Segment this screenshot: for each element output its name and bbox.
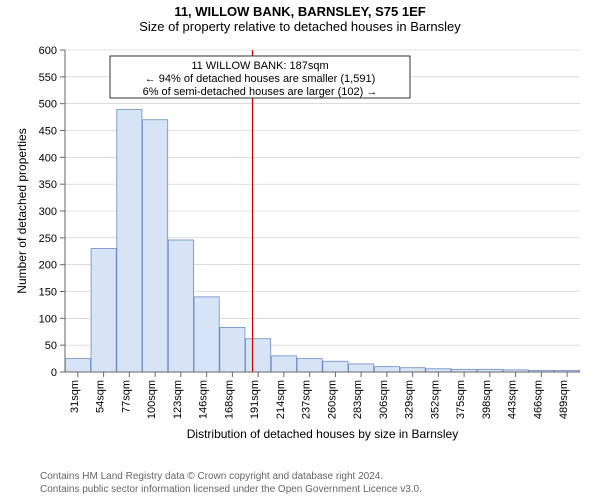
chart-title: Size of property relative to detached ho…: [0, 19, 600, 34]
svg-text:Number of detached properties: Number of detached properties: [15, 128, 29, 293]
svg-text:100: 100: [39, 313, 57, 325]
svg-text:352sqm: 352sqm: [429, 380, 441, 419]
svg-text:443sqm: 443sqm: [507, 380, 519, 419]
svg-text:489sqm: 489sqm: [558, 380, 570, 419]
svg-text:191sqm: 191sqm: [249, 380, 261, 419]
svg-text:100sqm: 100sqm: [146, 380, 158, 419]
svg-text:283sqm: 283sqm: [352, 380, 364, 419]
svg-text:6% of semi-detached houses are: 6% of semi-detached houses are larger (1…: [143, 86, 378, 98]
svg-text:500: 500: [39, 99, 57, 111]
svg-text:31sqm: 31sqm: [69, 380, 81, 413]
svg-text:550: 550: [39, 72, 57, 84]
footer-line-1: Contains HM Land Registry data © Crown c…: [40, 470, 422, 483]
svg-text:146sqm: 146sqm: [198, 380, 210, 419]
svg-text:400: 400: [39, 152, 57, 164]
svg-text:450: 450: [39, 126, 57, 138]
svg-text:168sqm: 168sqm: [223, 380, 235, 419]
chart-svg: 0 50 100 150 200 250 300 350 400 450 500 550 600 31sq…: [10, 44, 590, 444]
svg-text:398sqm: 398sqm: [481, 380, 493, 419]
svg-text:300: 300: [39, 206, 57, 218]
address-title: 11, WILLOW BANK, BARNSLEY, S75 1EF: [0, 4, 600, 19]
svg-text:375sqm: 375sqm: [455, 380, 467, 419]
svg-text:600: 600: [39, 45, 57, 57]
histogram-chart: 0 50 100 150 200 250 300 350 400 450 500 550 600 31sq…: [10, 44, 590, 444]
svg-text:50: 50: [45, 340, 57, 352]
copyright-footer: Contains HM Land Registry data © Crown c…: [40, 470, 422, 496]
svg-text:260sqm: 260sqm: [326, 380, 338, 419]
svg-text:200: 200: [39, 260, 57, 272]
svg-text:11 WILLOW BANK: 187sqm: 11 WILLOW BANK: 187sqm: [191, 60, 328, 72]
svg-text:466sqm: 466sqm: [532, 380, 544, 419]
svg-text:← 94% of detached houses are s: ← 94% of detached houses are smaller (1,…: [145, 73, 376, 85]
svg-text:306sqm: 306sqm: [378, 380, 390, 419]
svg-text:0: 0: [51, 367, 57, 379]
svg-text:54sqm: 54sqm: [95, 380, 107, 413]
svg-text:214sqm: 214sqm: [275, 380, 287, 419]
svg-text:123sqm: 123sqm: [172, 380, 184, 419]
svg-text:237sqm: 237sqm: [301, 380, 313, 419]
svg-text:150: 150: [39, 287, 57, 299]
svg-text:Distribution of detached house: Distribution of detached houses by size …: [187, 427, 458, 441]
svg-text:250: 250: [39, 233, 57, 245]
footer-line-2: Contains public sector information licen…: [40, 483, 422, 496]
svg-text:77sqm: 77sqm: [120, 380, 132, 413]
svg-text:329sqm: 329sqm: [404, 380, 416, 419]
svg-text:350: 350: [39, 179, 57, 191]
